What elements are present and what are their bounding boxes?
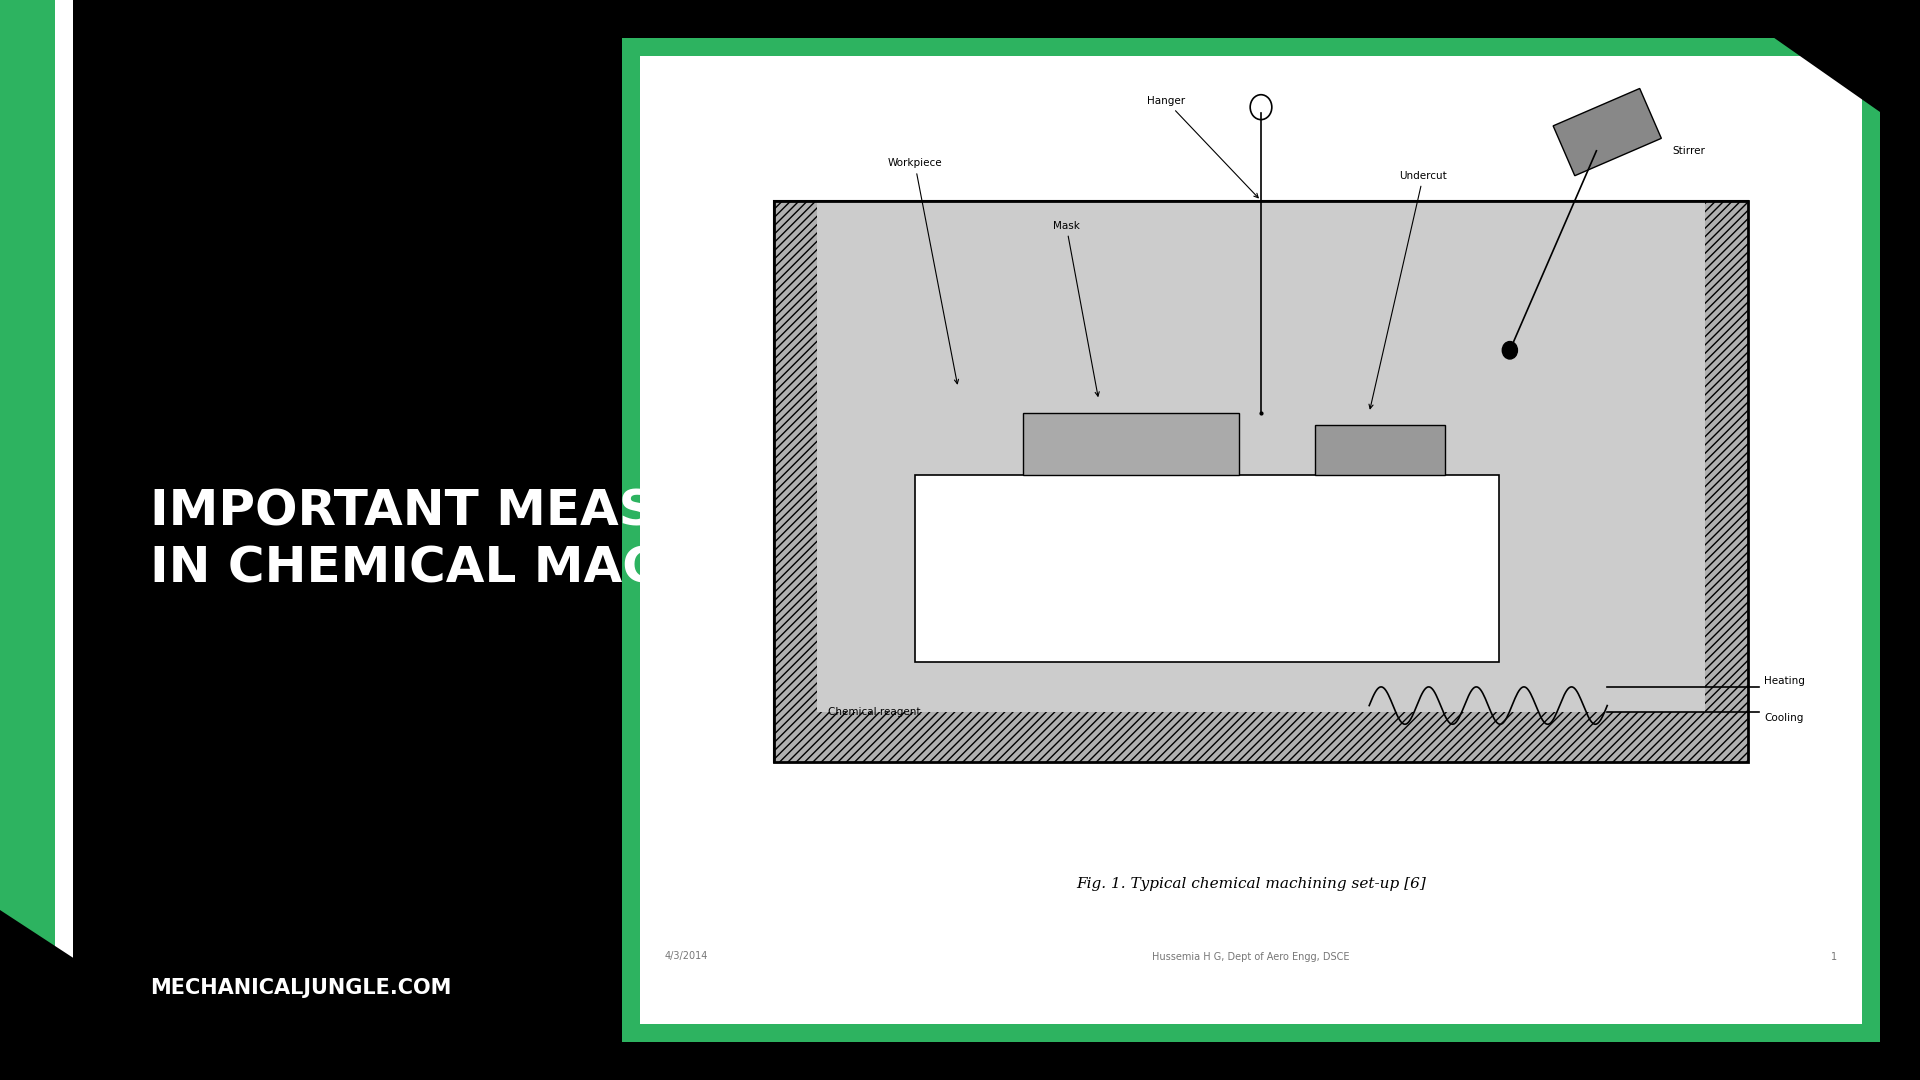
Bar: [1705, 201, 1747, 761]
Bar: [622, 38, 1880, 1042]
Bar: [818, 201, 1705, 712]
Bar: [774, 201, 1747, 761]
Text: MECHANICALJUNGLE.COM: MECHANICALJUNGLE.COM: [150, 978, 451, 998]
Bar: [914, 475, 1500, 662]
Bar: [774, 201, 818, 761]
Text: Cooling: Cooling: [1764, 713, 1803, 723]
Text: 4/3/2014: 4/3/2014: [664, 951, 708, 961]
Polygon shape: [0, 910, 259, 1080]
Bar: [774, 201, 1747, 761]
Text: Undercut: Undercut: [1369, 171, 1448, 408]
Text: IMPORTANT MEASUREMENTS
IN CHEMICAL MACHINING: IMPORTANT MEASUREMENTS IN CHEMICAL MACHI…: [150, 487, 964, 593]
Text: Fig. 1. Typical chemical machining set-up [6]: Fig. 1. Typical chemical machining set-u…: [1075, 877, 1427, 891]
Text: Workpiece: Workpiece: [887, 159, 958, 383]
Polygon shape: [1720, 0, 1920, 140]
Text: Chemical reagent: Chemical reagent: [828, 706, 922, 717]
Text: Hanger: Hanger: [1146, 96, 1258, 198]
Text: Stirrer: Stirrer: [1672, 146, 1705, 156]
Text: Mask: Mask: [1052, 220, 1100, 396]
Bar: [1023, 413, 1240, 475]
Bar: [774, 712, 1747, 761]
Circle shape: [1501, 341, 1517, 359]
Bar: [56, 0, 73, 1080]
Text: 1: 1: [1832, 951, 1837, 961]
Bar: [1315, 426, 1446, 475]
Bar: [639, 56, 1862, 1024]
Text: Heating: Heating: [1764, 676, 1805, 686]
Bar: [0, 0, 56, 1080]
Text: Hussemia H G, Dept of Aero Engg, DSCE: Hussemia H G, Dept of Aero Engg, DSCE: [1152, 951, 1350, 961]
Polygon shape: [1553, 89, 1661, 176]
